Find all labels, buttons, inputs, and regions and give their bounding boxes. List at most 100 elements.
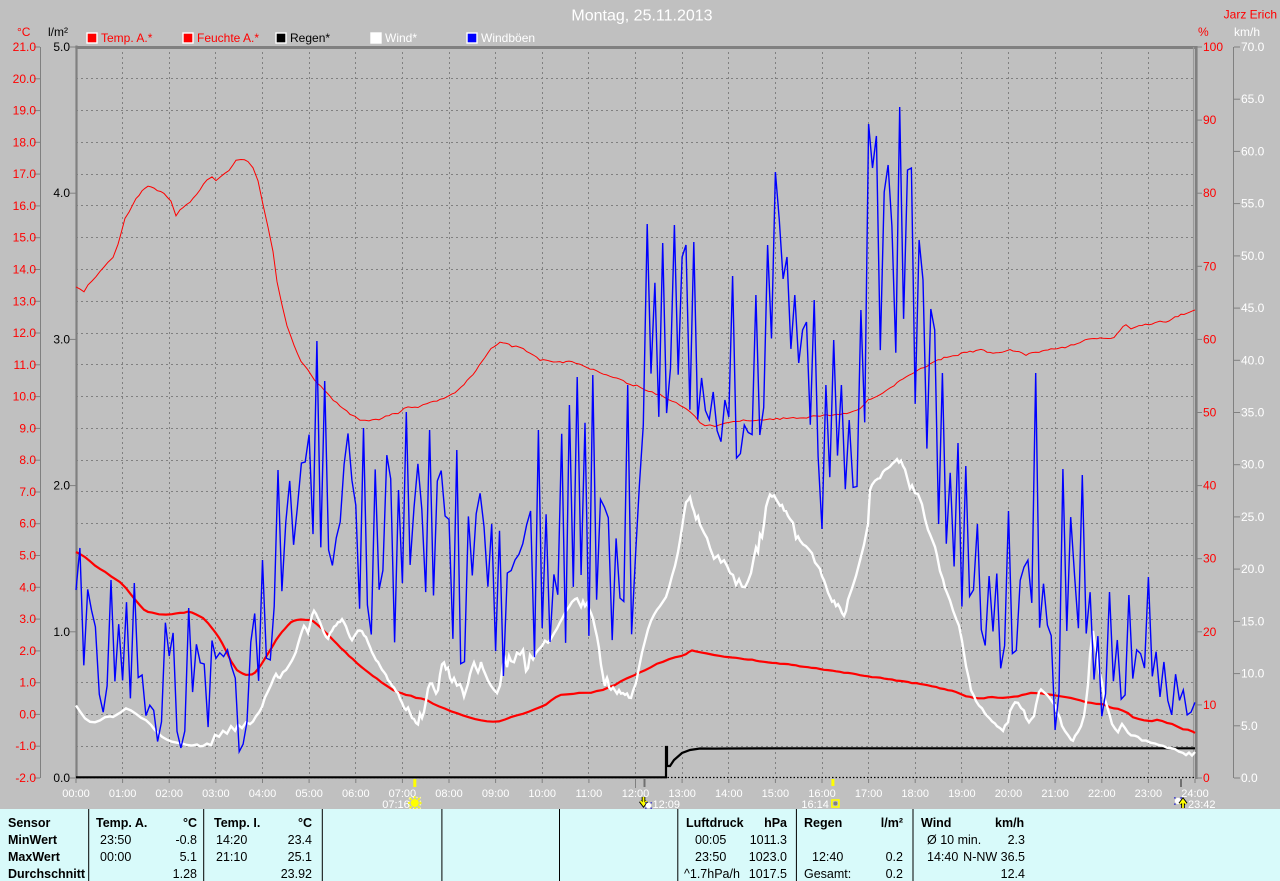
svg-text:60: 60 xyxy=(1203,332,1217,346)
svg-text:30: 30 xyxy=(1203,552,1217,566)
svg-text:0.2: 0.2 xyxy=(886,850,903,864)
svg-text:70.0: 70.0 xyxy=(1241,40,1265,54)
svg-text:MinWert: MinWert xyxy=(8,833,58,847)
svg-text:14.0: 14.0 xyxy=(13,263,37,277)
svg-text:Temp. I.: Temp. I. xyxy=(214,816,260,830)
svg-text:4.0: 4.0 xyxy=(19,580,36,594)
svg-text:00:00: 00:00 xyxy=(100,850,131,864)
svg-text:^1.7hPa/h: ^1.7hPa/h xyxy=(684,867,740,881)
svg-text:10:00: 10:00 xyxy=(528,788,556,800)
svg-text:1017.5: 1017.5 xyxy=(749,867,787,881)
svg-text:Luftdruck: Luftdruck xyxy=(686,816,744,830)
svg-text:1.28: 1.28 xyxy=(173,867,197,881)
svg-text:03:00: 03:00 xyxy=(202,788,230,800)
svg-text:0.0: 0.0 xyxy=(1241,771,1258,785)
svg-text:23:00: 23:00 xyxy=(1135,788,1163,800)
svg-text:19.0: 19.0 xyxy=(13,104,37,118)
svg-text:55.0: 55.0 xyxy=(1241,197,1265,211)
svg-text:16.0: 16.0 xyxy=(13,199,37,213)
svg-text:02:00: 02:00 xyxy=(155,788,183,800)
svg-text:15.0: 15.0 xyxy=(1241,614,1265,628)
svg-text:17:00: 17:00 xyxy=(855,788,883,800)
svg-text:14:40: 14:40 xyxy=(927,850,958,864)
svg-text:100: 100 xyxy=(1203,40,1223,54)
svg-text:km/h: km/h xyxy=(1234,25,1260,39)
svg-text:9.0: 9.0 xyxy=(19,421,36,435)
svg-text:l/m²: l/m² xyxy=(48,25,68,39)
svg-text:Regen*: Regen* xyxy=(290,31,330,45)
svg-text:20.0: 20.0 xyxy=(13,72,37,86)
svg-text:°C: °C xyxy=(183,816,197,830)
svg-text:15.0: 15.0 xyxy=(13,231,37,245)
svg-text:20.0: 20.0 xyxy=(1241,562,1265,576)
svg-text:05:00: 05:00 xyxy=(295,788,323,800)
svg-text:-2.0: -2.0 xyxy=(15,771,36,785)
svg-text:2.0: 2.0 xyxy=(53,479,70,493)
svg-text:-1.0: -1.0 xyxy=(15,739,36,753)
svg-text:18:00: 18:00 xyxy=(901,788,929,800)
svg-text:Ø 10 min.: Ø 10 min. xyxy=(927,833,981,847)
svg-text:10.0: 10.0 xyxy=(1241,667,1265,681)
svg-text:Montag, 25.11.2013: Montag, 25.11.2013 xyxy=(571,8,712,25)
svg-text:3.0: 3.0 xyxy=(19,612,36,626)
svg-text:°C: °C xyxy=(298,816,312,830)
svg-text:1.0: 1.0 xyxy=(53,625,70,639)
svg-text:1011.3: 1011.3 xyxy=(750,833,787,847)
svg-text:8.0: 8.0 xyxy=(19,453,36,467)
svg-text:01:00: 01:00 xyxy=(109,788,137,800)
svg-text:25.1: 25.1 xyxy=(288,850,312,864)
svg-text:hPa: hPa xyxy=(764,816,788,830)
svg-text:04:00: 04:00 xyxy=(249,788,277,800)
svg-text:16:00: 16:00 xyxy=(808,788,836,800)
svg-text:11:00: 11:00 xyxy=(576,788,603,800)
svg-text:00:05: 00:05 xyxy=(695,833,726,847)
svg-text:14:20: 14:20 xyxy=(216,833,247,847)
svg-text:23.92: 23.92 xyxy=(281,867,312,881)
svg-text:Gesamt:: Gesamt: xyxy=(804,867,851,881)
svg-text:3.0: 3.0 xyxy=(53,332,70,346)
svg-text:2.3: 2.3 xyxy=(1008,833,1025,847)
svg-text:6.0: 6.0 xyxy=(19,517,36,531)
svg-text:20: 20 xyxy=(1203,625,1217,639)
svg-text:50: 50 xyxy=(1203,406,1217,420)
svg-text:09:00: 09:00 xyxy=(482,788,510,800)
svg-text:16:14: 16:14 xyxy=(801,799,829,811)
svg-text:24:00: 24:00 xyxy=(1181,788,1209,800)
svg-text:10.0: 10.0 xyxy=(13,390,37,404)
svg-text:80: 80 xyxy=(1203,186,1217,200)
svg-text:Jarz Erich: Jarz Erich xyxy=(1224,8,1277,22)
svg-text:06:00: 06:00 xyxy=(342,788,370,800)
svg-text:23:50: 23:50 xyxy=(695,850,726,864)
svg-text:0: 0 xyxy=(1203,771,1210,785)
svg-text:60.0: 60.0 xyxy=(1241,144,1265,158)
svg-text:50.0: 50.0 xyxy=(1241,249,1265,263)
svg-text:0.0: 0.0 xyxy=(53,771,70,785)
svg-text:5.0: 5.0 xyxy=(1241,719,1258,733)
svg-text:20:00: 20:00 xyxy=(995,788,1023,800)
svg-text:0.2: 0.2 xyxy=(886,867,903,881)
svg-text:13.0: 13.0 xyxy=(13,294,37,308)
svg-text:25.0: 25.0 xyxy=(1241,510,1265,524)
svg-text:15:00: 15:00 xyxy=(762,788,790,800)
svg-text:%: % xyxy=(1198,25,1209,39)
svg-text:12.4: 12.4 xyxy=(1001,867,1025,881)
svg-text:90: 90 xyxy=(1203,113,1217,127)
svg-text:12:09: 12:09 xyxy=(653,799,681,811)
svg-text:-0.8: -0.8 xyxy=(175,833,197,847)
svg-text:N-NW 36.5: N-NW 36.5 xyxy=(963,850,1025,864)
svg-text:11.0: 11.0 xyxy=(14,358,37,372)
svg-text:10: 10 xyxy=(1203,698,1217,712)
svg-text:21:10: 21:10 xyxy=(216,850,247,864)
svg-text:23.4: 23.4 xyxy=(288,833,312,847)
svg-text:Windböen: Windböen xyxy=(481,31,535,45)
svg-text:12.0: 12.0 xyxy=(13,326,37,340)
svg-text:0.0: 0.0 xyxy=(19,707,36,721)
svg-text:35.0: 35.0 xyxy=(1241,406,1265,420)
svg-text:Temp. A.: Temp. A. xyxy=(96,816,147,830)
svg-text:65.0: 65.0 xyxy=(1241,92,1265,106)
svg-text:Sensor: Sensor xyxy=(8,816,51,830)
svg-text:17.0: 17.0 xyxy=(13,167,37,181)
svg-text:18.0: 18.0 xyxy=(13,135,37,149)
svg-text:14:00: 14:00 xyxy=(715,788,743,800)
svg-text:30.0: 30.0 xyxy=(1241,458,1265,472)
